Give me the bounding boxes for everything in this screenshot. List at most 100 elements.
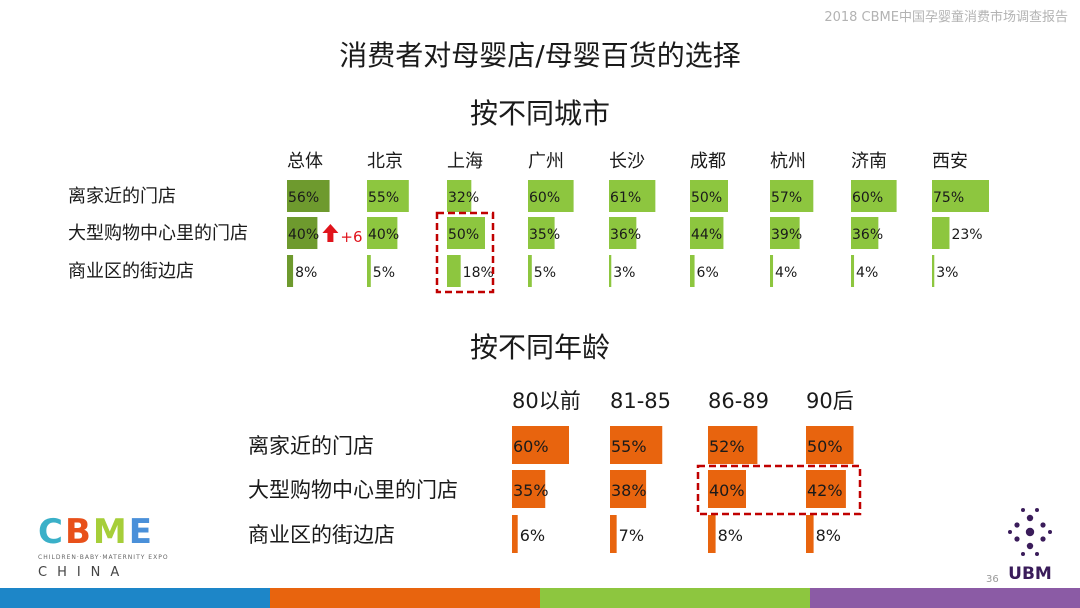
age-bar xyxy=(708,470,746,508)
city-bar xyxy=(690,217,724,249)
age-bar xyxy=(610,426,663,464)
ubm-dot xyxy=(1025,527,1035,537)
ubm-dot xyxy=(1021,552,1025,556)
age-highlight-box xyxy=(696,464,862,516)
city-category-label: 北京 xyxy=(367,151,403,172)
city-bar-label: 50% xyxy=(691,190,722,206)
city-highlight-box xyxy=(435,211,495,294)
city-bar-label: 18% xyxy=(463,265,494,281)
ubm-dots-icon xyxy=(1008,508,1052,556)
city-bar xyxy=(770,255,774,287)
city-bar-label: 60% xyxy=(529,190,560,206)
age-bar xyxy=(512,515,518,553)
city-category-label: 广州 xyxy=(528,151,564,172)
city-bar xyxy=(609,180,656,212)
ubm-logo-text: UBM xyxy=(1008,564,1052,584)
age-row-label: 大型购物中心里的门店 xyxy=(248,478,458,502)
city-row-label: 商业区的街边店 xyxy=(68,261,194,282)
bottom-bar-segment xyxy=(0,588,270,608)
age-bar-label: 35% xyxy=(513,481,549,500)
city-bar-label: 60% xyxy=(852,190,883,206)
city-annotation: +6 xyxy=(340,228,362,246)
city-bar-label: 3% xyxy=(936,265,958,281)
ubm-dot xyxy=(1026,514,1034,522)
city-category-label: 西安 xyxy=(932,151,968,172)
ubm-dot xyxy=(1035,508,1039,512)
city-bar-label: 5% xyxy=(534,265,556,281)
city-bar xyxy=(447,180,472,212)
age-bar-label: 52% xyxy=(709,437,745,456)
city-bar-label: 44% xyxy=(691,227,722,243)
city-bar-label: 56% xyxy=(288,190,319,206)
age-bar xyxy=(512,426,569,464)
age-bar xyxy=(708,426,758,464)
city-bar xyxy=(609,255,612,287)
age-bar xyxy=(610,470,647,508)
city-bar-label: 4% xyxy=(856,265,878,281)
city-bar-label: 40% xyxy=(288,227,319,243)
city-bar-label: 5% xyxy=(373,265,395,281)
ubm-dot xyxy=(1014,522,1020,528)
city-bar xyxy=(367,255,371,287)
city-bar xyxy=(367,217,398,249)
city-category-label: 总体 xyxy=(287,151,323,172)
city-bar xyxy=(851,255,855,287)
age-category-label: 86-89 xyxy=(708,389,769,413)
cbme-logo-letters: CBME xyxy=(38,512,169,552)
city-bar-label: 75% xyxy=(933,190,964,206)
city-bar xyxy=(932,217,950,249)
cbme-letter: C xyxy=(38,512,65,552)
city-bar xyxy=(287,255,294,287)
cbme-letter: M xyxy=(92,512,129,552)
city-bar-label: 35% xyxy=(529,227,560,243)
city-category-label: 杭州 xyxy=(770,151,806,172)
city-row-label: 离家近的门店 xyxy=(68,186,176,207)
city-category-label: 长沙 xyxy=(609,151,645,172)
city-bar xyxy=(770,180,814,212)
city-bar-label: 8% xyxy=(295,265,317,281)
page-title: 消费者对母婴店/母婴百货的选择 xyxy=(339,39,741,72)
city-bar xyxy=(528,255,532,287)
cbme-logo-tagline: CHILDREN·BABY·MATERNITY EXPO xyxy=(38,554,169,561)
city-category-label: 济南 xyxy=(851,151,887,172)
age-category-label: 80以前 xyxy=(512,389,581,413)
age-bar-label: 42% xyxy=(807,481,843,500)
city-bar-label: 32% xyxy=(448,190,479,206)
age-bar-label: 40% xyxy=(709,481,745,500)
age-chart-title: 按不同年龄 xyxy=(469,331,610,364)
city-bar-label: 6% xyxy=(697,265,719,281)
city-bar xyxy=(528,217,555,249)
age-category-label: 81-85 xyxy=(610,389,671,413)
age-bar-label: 38% xyxy=(611,481,647,500)
age-bar-label: 50% xyxy=(807,437,843,456)
city-row-label: 大型购物中心里的门店 xyxy=(68,223,248,244)
city-bar-label: 4% xyxy=(775,265,797,281)
city-bar-label: 36% xyxy=(610,227,641,243)
page-number: 36 xyxy=(986,574,999,585)
age-bar-label: 60% xyxy=(513,437,549,456)
ubm-dot xyxy=(1026,542,1034,550)
age-row-label: 离家近的门店 xyxy=(248,434,374,458)
city-bar xyxy=(447,217,485,249)
city-bar-label: 23% xyxy=(951,227,982,243)
city-bar-label: 50% xyxy=(448,227,479,243)
age-bar-label: 8% xyxy=(816,526,841,545)
city-category-label: 成都 xyxy=(690,151,726,172)
ubm-dot xyxy=(1021,508,1025,512)
city-category-label: 上海 xyxy=(447,151,483,172)
city-bar xyxy=(932,255,935,287)
up-arrow-icon xyxy=(322,224,339,242)
cbme-letter: E xyxy=(128,512,154,552)
ubm-logo: UBM xyxy=(1000,508,1060,584)
city-bar xyxy=(851,180,897,212)
age-bar xyxy=(512,470,546,508)
age-bar xyxy=(708,515,716,553)
age-bar xyxy=(806,426,854,464)
cbme-letter: B xyxy=(64,512,93,552)
bottom-bar-segment xyxy=(810,588,1080,608)
city-bar-label: 3% xyxy=(613,265,635,281)
bottom-bar-segment xyxy=(540,588,810,608)
city-bar-label: 40% xyxy=(368,227,399,243)
city-bar xyxy=(690,255,695,287)
